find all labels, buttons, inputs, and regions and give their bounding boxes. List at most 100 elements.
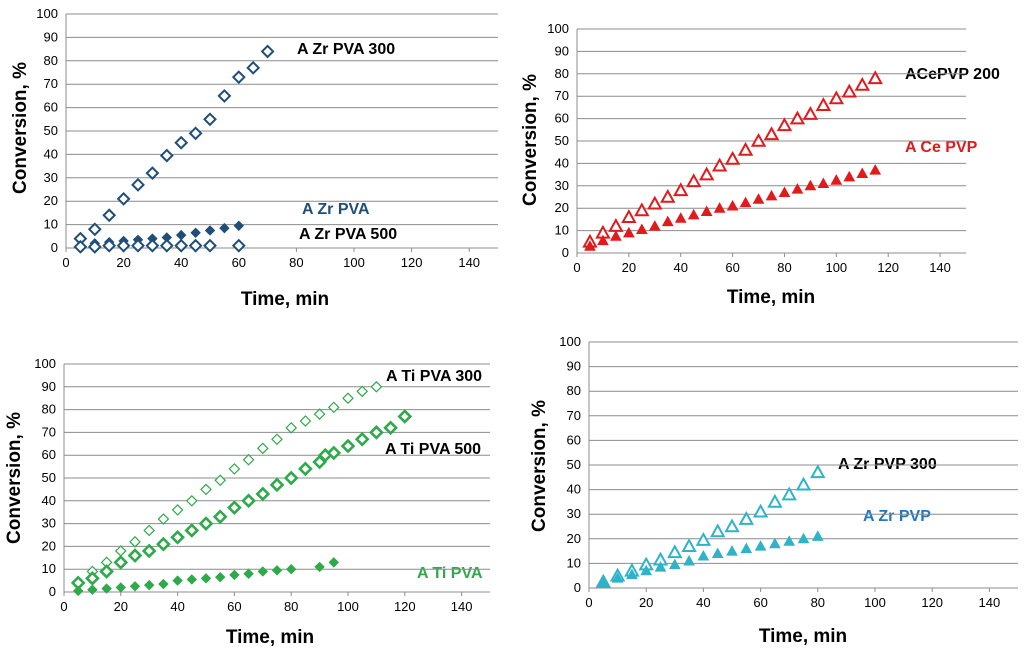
x-tick-label: 0 <box>573 260 580 275</box>
x-tick-label: 120 <box>921 595 943 610</box>
data-point <box>856 167 869 178</box>
data-point <box>87 584 98 595</box>
panel-zr-pvp: Conversion, % Time, min A Zr PVP 300 A Z… <box>529 334 1018 647</box>
y-tick-label: 50 <box>555 133 569 148</box>
data-point <box>342 392 354 405</box>
y-tick-label: 20 <box>42 538 56 553</box>
y-tick-label: 80 <box>555 66 569 81</box>
data-point <box>283 470 299 486</box>
data-point <box>769 537 781 549</box>
data-point <box>212 509 228 525</box>
data-point <box>841 83 857 98</box>
x-tick-label: 20 <box>114 599 128 614</box>
data-point <box>170 529 185 545</box>
x-tick-label: 60 <box>725 260 739 275</box>
y-axis-label: Conversion, % <box>4 412 25 544</box>
data-point <box>635 223 648 234</box>
data-point <box>85 570 100 586</box>
data-point <box>597 577 610 588</box>
data-point <box>129 535 141 548</box>
data-point <box>198 516 214 531</box>
data-point <box>660 188 676 203</box>
data-point <box>674 212 687 223</box>
data-point <box>72 585 84 597</box>
data-point <box>127 548 143 563</box>
series-label-zr-pva: A Zr PVA <box>302 201 370 218</box>
data-point <box>157 513 170 525</box>
y-tick-label: 90 <box>44 29 58 44</box>
data-point <box>724 150 741 165</box>
data-point <box>116 191 131 206</box>
data-point <box>158 578 169 590</box>
y-tick-label: 60 <box>567 432 581 447</box>
data-point <box>811 530 824 541</box>
data-point <box>186 574 198 585</box>
data-point <box>648 220 661 231</box>
data-point <box>101 583 112 594</box>
data-point <box>697 549 710 561</box>
data-point <box>143 524 156 537</box>
data-point <box>776 117 793 132</box>
data-point <box>257 566 269 577</box>
series-label-zr-pva-300: A Zr PVA 300 <box>297 41 395 58</box>
data-point <box>695 531 712 546</box>
series-label-zr-pvp: A Zr PVP <box>863 508 931 525</box>
data-point <box>754 540 767 551</box>
data-point <box>647 195 663 210</box>
series-label-ce-pvp: A Ce PVP <box>905 139 978 156</box>
data-point <box>767 493 783 508</box>
data-point <box>145 166 160 181</box>
x-tick-label: 120 <box>401 255 423 270</box>
data-point <box>159 148 174 163</box>
data-point <box>654 561 667 572</box>
data-point <box>185 494 198 507</box>
data-point <box>203 112 217 127</box>
data-point <box>255 486 271 502</box>
y-tick-label: 90 <box>567 359 581 374</box>
data-point <box>327 401 340 414</box>
data-point <box>640 564 653 576</box>
y-tick-label: 40 <box>555 155 569 170</box>
data-point <box>830 174 843 185</box>
data-point <box>241 493 256 509</box>
data-point <box>200 483 212 496</box>
data-point <box>623 226 635 238</box>
y-tick-label: 50 <box>42 470 56 485</box>
data-point <box>867 70 883 85</box>
x-tick-label: 80 <box>811 595 825 610</box>
data-point <box>356 385 369 398</box>
data-point <box>597 234 609 246</box>
data-point <box>608 218 624 232</box>
data-point <box>700 205 713 217</box>
y-tick-label: 60 <box>555 111 569 126</box>
data-point <box>233 220 245 231</box>
y-tick-label: 80 <box>567 383 581 398</box>
y-tick-label: 40 <box>567 482 581 497</box>
x-tick-label: 140 <box>979 595 1001 610</box>
data-point <box>246 60 261 75</box>
y-tick-label: 50 <box>567 457 581 472</box>
data-point <box>804 179 817 191</box>
data-point <box>611 572 624 583</box>
data-point <box>299 415 312 427</box>
x-tick-label: 100 <box>825 260 847 275</box>
data-point <box>113 555 129 570</box>
data-point <box>370 380 383 393</box>
x-tick-label: 100 <box>337 599 359 614</box>
x-tick-label: 20 <box>622 260 636 275</box>
x-tick-label: 60 <box>232 255 246 270</box>
y-tick-label: 10 <box>44 217 58 232</box>
data-point <box>621 209 637 223</box>
data-point <box>219 222 230 234</box>
data-point <box>228 463 241 475</box>
data-point <box>231 238 246 253</box>
data-point <box>815 97 832 111</box>
x-tick-label: 80 <box>777 260 791 275</box>
data-point <box>242 453 255 466</box>
data-point <box>156 536 171 552</box>
data-point <box>313 408 326 421</box>
data-point <box>783 535 796 546</box>
data-point <box>610 230 622 241</box>
data-point <box>243 568 254 579</box>
y-tick-label: 10 <box>555 223 569 238</box>
